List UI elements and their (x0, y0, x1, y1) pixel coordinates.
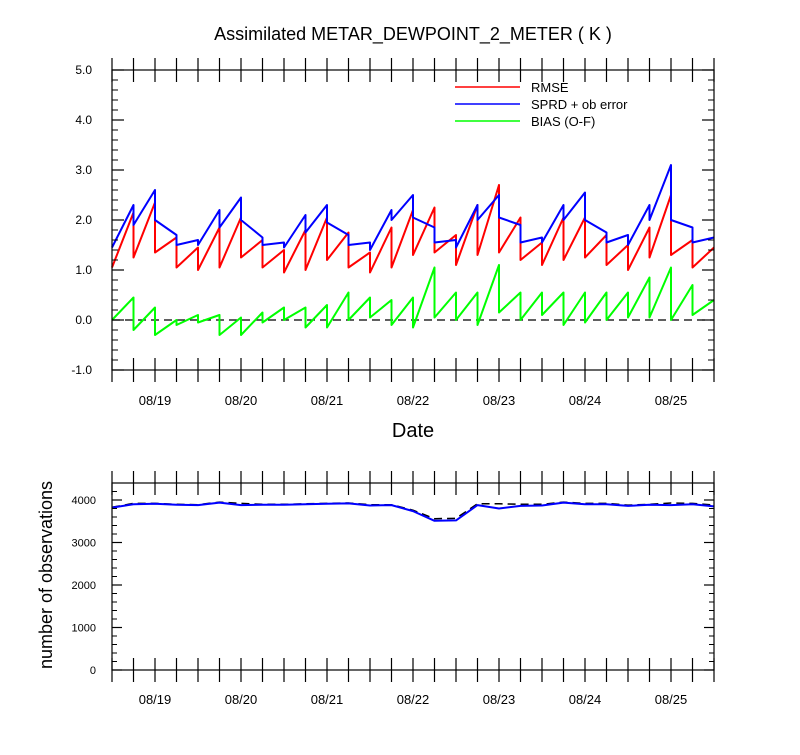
series-line-bias-o-f (111, 264, 715, 336)
x-tick-label: 08/22 (397, 692, 430, 707)
x-tick-label: 08/21 (311, 692, 344, 707)
series-line-rmse (111, 184, 715, 274)
obs-y-tick-label: 3000 (72, 538, 96, 550)
y-tick-label: 4.0 (75, 113, 92, 127)
x-tick-label: 08/25 (655, 393, 688, 408)
rmse-chart: Assimilated METAR_DEWPOINT_2_METER ( K )… (71, 24, 715, 442)
x-tick-label: 08/23 (483, 692, 516, 707)
legend-label: BIAS (O-F) (531, 114, 595, 129)
bottom-axes: 0 1000 2000 3000 4000 08/19 08/20 08/21 08/22 08/… (72, 471, 715, 707)
obs-y-tick-label: 1000 (72, 623, 96, 635)
top-axes: -1.0 0.0 1.0 2.0 3.0 4.0 5.0 08/19 08/20 08/21 08/… (71, 58, 715, 408)
obs-line-assimilated (111, 501, 715, 522)
x-axis-label: Date (392, 420, 434, 442)
x-tick-label: 08/20 (225, 692, 258, 707)
x-tick-label: 08/21 (311, 393, 344, 408)
x-tick-label: 08/19 (139, 692, 172, 707)
y-tick-label: 0.0 (75, 313, 92, 327)
x-tick-label: 08/24 (569, 393, 602, 408)
top-plot-area (111, 164, 715, 336)
y-tick-label: -1.0 (71, 363, 92, 377)
y-axis-label-observations: number of observations (36, 481, 56, 669)
y-tick-label: 3.0 (75, 163, 92, 177)
y-tick-label: 5.0 (75, 63, 92, 77)
legend-label: RMSE (531, 80, 569, 95)
series-line-sprd-ob-error (111, 164, 715, 251)
x-tick-label: 08/20 (225, 393, 258, 408)
y-tick-label: 1.0 (75, 263, 92, 277)
legend-label: SPRD + ob error (531, 97, 628, 112)
x-tick-label: 08/22 (397, 393, 430, 408)
bottom-plot-area (111, 501, 715, 522)
legend: RMSE SPRD + ob error BIAS (O-F) (455, 80, 628, 129)
obs-y-tick-label: 2000 (72, 580, 96, 592)
x-tick-label: 08/25 (655, 692, 688, 707)
chart-title: Assimilated METAR_DEWPOINT_2_METER ( K ) (214, 24, 612, 45)
x-tick-label: 08/24 (569, 692, 602, 707)
x-tick-label: 08/19 (139, 393, 172, 408)
y-tick-label: 2.0 (75, 213, 92, 227)
obs-y-tick-label: 4000 (72, 495, 96, 507)
obs-y-tick-label: 0 (90, 665, 96, 677)
observations-chart: 0 1000 2000 3000 4000 08/19 08/20 08/21 08/22 08/… (36, 471, 715, 707)
x-tick-label: 08/23 (483, 393, 516, 408)
